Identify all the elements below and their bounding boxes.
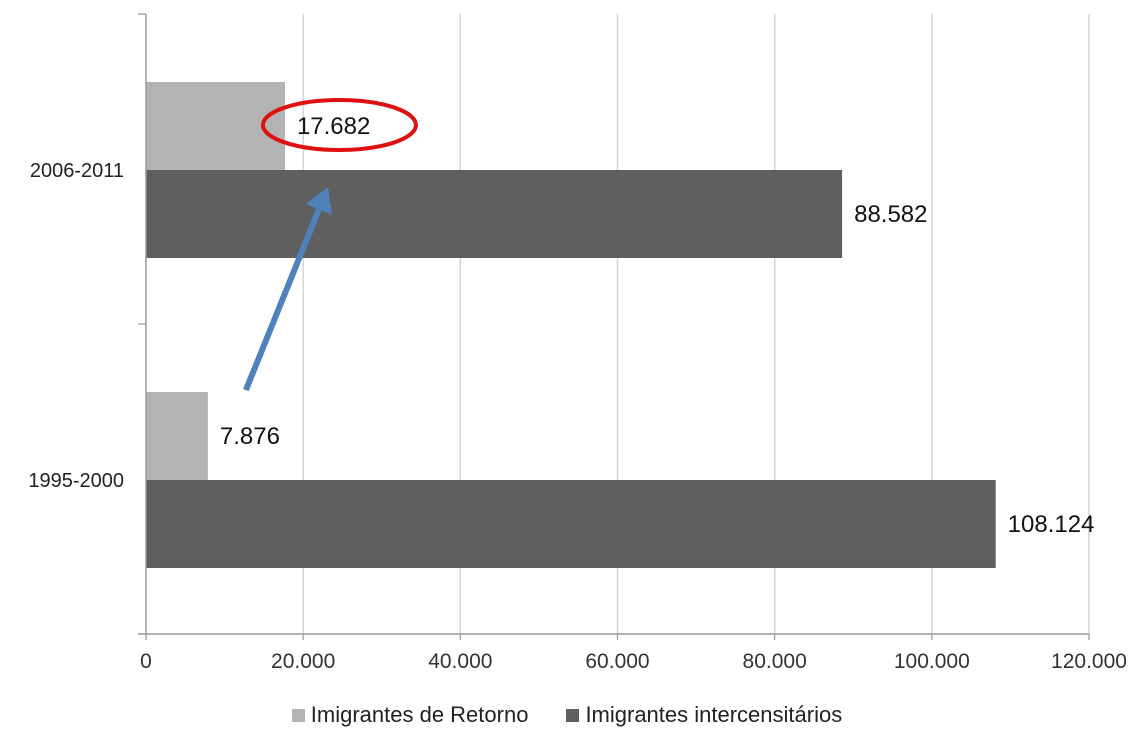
legend-label-intercensitarios: Imigrantes intercensitários [585, 702, 842, 728]
legend: Imigrantes de Retorno Imigrantes interce… [0, 700, 1134, 730]
data-label: 7.876 [220, 423, 280, 450]
legend-item-retorno: Imigrantes de Retorno [292, 702, 529, 728]
x-tick-label: 0 [140, 650, 152, 673]
legend-item-intercensitarios: Imigrantes intercensitários [566, 702, 842, 728]
data-label: 17.682 [297, 113, 370, 140]
x-tick-label: 20.000 [271, 650, 335, 673]
x-tick-label: 60.000 [585, 650, 649, 673]
data-label: 108.124 [1008, 511, 1095, 538]
bar-retorno-1995-2000 [146, 392, 208, 480]
bar-intercensitarios-1995-2000 [146, 480, 996, 568]
category-label: 1995-2000 [28, 470, 124, 492]
bar-chart: 0 20.000 40.000 60.000 80.000 100.000 120.000 2… [0, 0, 1134, 700]
x-tick-label: 40.000 [428, 650, 492, 673]
x-tick-label: 100.000 [894, 650, 970, 673]
x-tick-label: 80.000 [743, 650, 807, 673]
legend-swatch-intercensitarios [566, 709, 579, 722]
category-label: 2006-2011 [30, 160, 124, 182]
bar-intercensitarios-2006-2011 [146, 170, 842, 258]
legend-label-retorno: Imigrantes de Retorno [311, 702, 529, 728]
x-tick-label: 120.000 [1051, 650, 1127, 673]
data-label: 88.582 [854, 201, 927, 228]
legend-swatch-retorno [292, 709, 305, 722]
